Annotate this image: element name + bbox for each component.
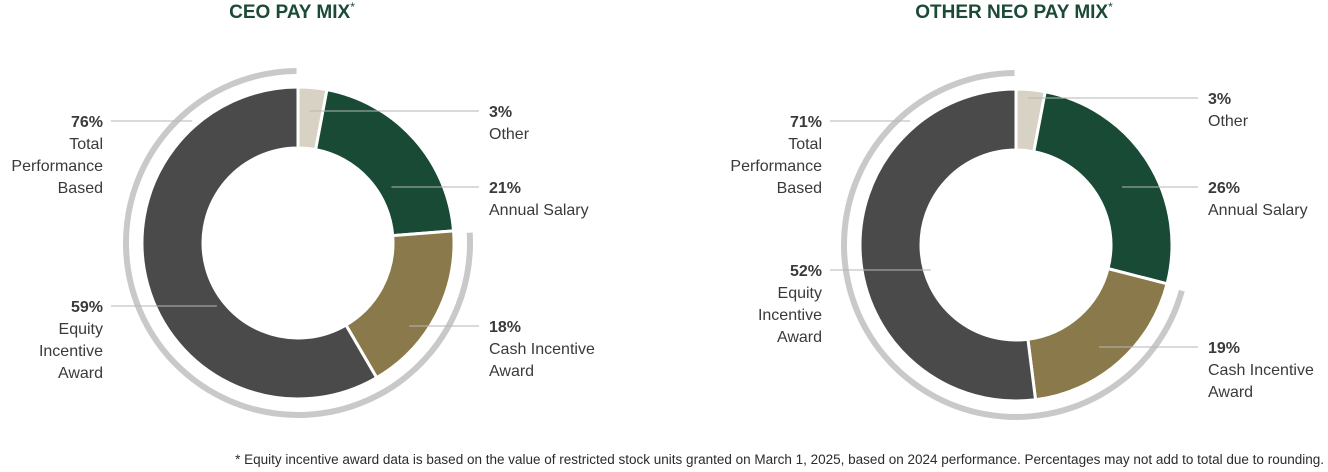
label-performance-based-value: 76% bbox=[71, 114, 103, 131]
label-annual-salary: 21% Annual Salary bbox=[489, 180, 589, 219]
footnote: * Equity incentive award data is based o… bbox=[235, 452, 1324, 467]
label-equity-incentive-value: 52% bbox=[790, 263, 822, 280]
slice-annual-salary bbox=[313, 87, 456, 238]
chart-title: OTHER NEO PAY MIX* bbox=[915, 0, 1113, 23]
slice-equity-incentive bbox=[858, 87, 1038, 403]
slice-equity-incentive bbox=[140, 85, 379, 401]
label-other: 3% Other bbox=[1208, 91, 1249, 130]
chart-title: CEO PAY MIX* bbox=[229, 0, 355, 23]
label-cash-incentive-value: 18% bbox=[489, 319, 521, 336]
label-other: 3% Other bbox=[489, 104, 530, 143]
label-equity-incentive: 59% Equity Incentive Award bbox=[39, 299, 103, 382]
pay-mix-charts: CEO PAY MIX* 3% Other 21% Annual Salary 18% Ca… bbox=[11, 0, 1314, 420]
label-cash-incentive: 18% Cash Incentive Award bbox=[489, 319, 595, 380]
label-annual-salary-value: 26% bbox=[1208, 180, 1240, 197]
chart-neo: OTHER NEO PAY MIX* bbox=[830, 0, 1198, 420]
slice-annual-salary bbox=[1032, 90, 1174, 286]
chart-ceo: CEO PAY MIX* bbox=[111, 0, 479, 418]
slice-cash-incentive bbox=[1026, 266, 1169, 402]
label-equity-incentive: 52% Equity Incentive Award bbox=[758, 263, 822, 346]
label-annual-salary: 26% Annual Salary bbox=[1208, 180, 1308, 219]
performance-based-arc bbox=[123, 68, 473, 418]
label-cash-incentive-value: 19% bbox=[1208, 340, 1240, 357]
label-annual-salary-value: 21% bbox=[489, 180, 521, 197]
label-equity-incentive-value: 59% bbox=[71, 299, 103, 316]
performance-based-arc bbox=[841, 70, 1185, 420]
label-performance-based-value: 71% bbox=[790, 114, 822, 131]
label-performance-based: 76% Total Performance Based bbox=[11, 114, 103, 197]
label-other-value: 3% bbox=[489, 104, 512, 121]
label-cash-incentive: 19% Cash Incentive Award bbox=[1208, 340, 1314, 401]
label-performance-based: 71% Total Performance Based bbox=[730, 114, 822, 197]
label-other-value: 3% bbox=[1208, 91, 1231, 108]
